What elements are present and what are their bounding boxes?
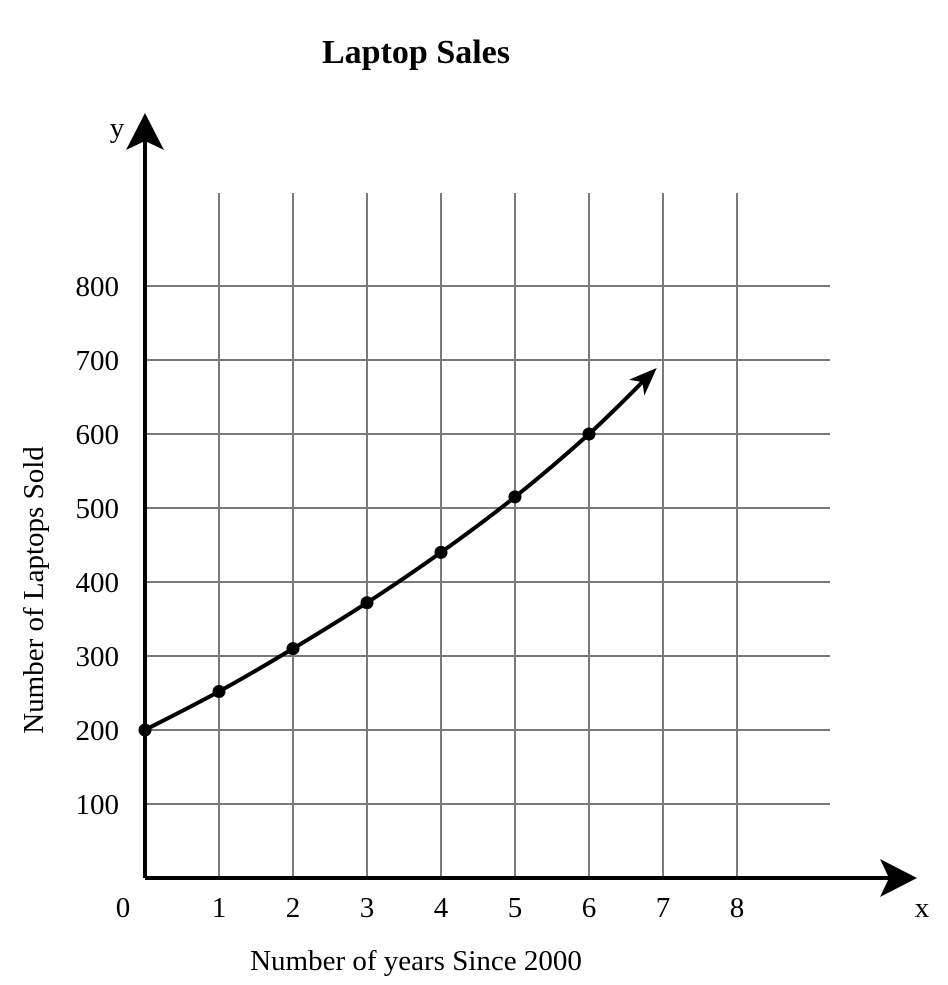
- data-point-1: [212, 685, 226, 699]
- y-tick-label-800: 800: [76, 271, 120, 303]
- x-tick-label-6: 6: [582, 892, 597, 924]
- y-tick-label-400: 400: [76, 567, 120, 599]
- x-tick-label-4: 4: [434, 892, 449, 924]
- x-axis-label: Number of years Since 2000: [250, 945, 582, 977]
- data-point-6: [582, 427, 596, 441]
- y-axis-arrowhead: [126, 113, 164, 150]
- x-tick-label-5: 5: [508, 892, 523, 924]
- y-tick-labels: 100 200 300 400 500 600 700 800: [76, 271, 120, 821]
- data-point-3: [360, 596, 374, 610]
- data-point-5: [508, 490, 522, 504]
- y-tick-label-300: 300: [76, 641, 120, 673]
- x-tick-label-3: 3: [360, 892, 375, 924]
- y-axis-label: Number of Laptops Sold: [18, 446, 50, 734]
- y-axis-letter: y: [110, 112, 125, 144]
- origin-label: 0: [116, 892, 131, 924]
- chart-title: Laptop Sales: [322, 34, 510, 71]
- y-tick-label-500: 500: [76, 493, 120, 525]
- x-tick-label-8: 8: [730, 892, 745, 924]
- y-tick-label-700: 700: [76, 345, 120, 377]
- data-points: [138, 427, 596, 737]
- data-point-2: [286, 642, 300, 656]
- series-curve: [144, 376, 649, 732]
- y-tick-label-100: 100: [76, 789, 120, 821]
- grid: [145, 193, 830, 878]
- x-axis-letter: x: [915, 892, 930, 924]
- x-tick-label-2: 2: [286, 892, 301, 924]
- data-point-0: [138, 723, 152, 737]
- x-axis-arrowhead: [880, 859, 917, 897]
- x-tick-labels: 1 2 3 4 5 6 7 8: [212, 892, 745, 924]
- x-tick-label-1: 1: [212, 892, 227, 924]
- y-tick-label-600: 600: [76, 419, 120, 451]
- y-tick-label-200: 200: [76, 715, 120, 747]
- data-point-4: [434, 545, 448, 559]
- curve-arrowhead: [629, 368, 657, 396]
- x-tick-label-7: 7: [656, 892, 671, 924]
